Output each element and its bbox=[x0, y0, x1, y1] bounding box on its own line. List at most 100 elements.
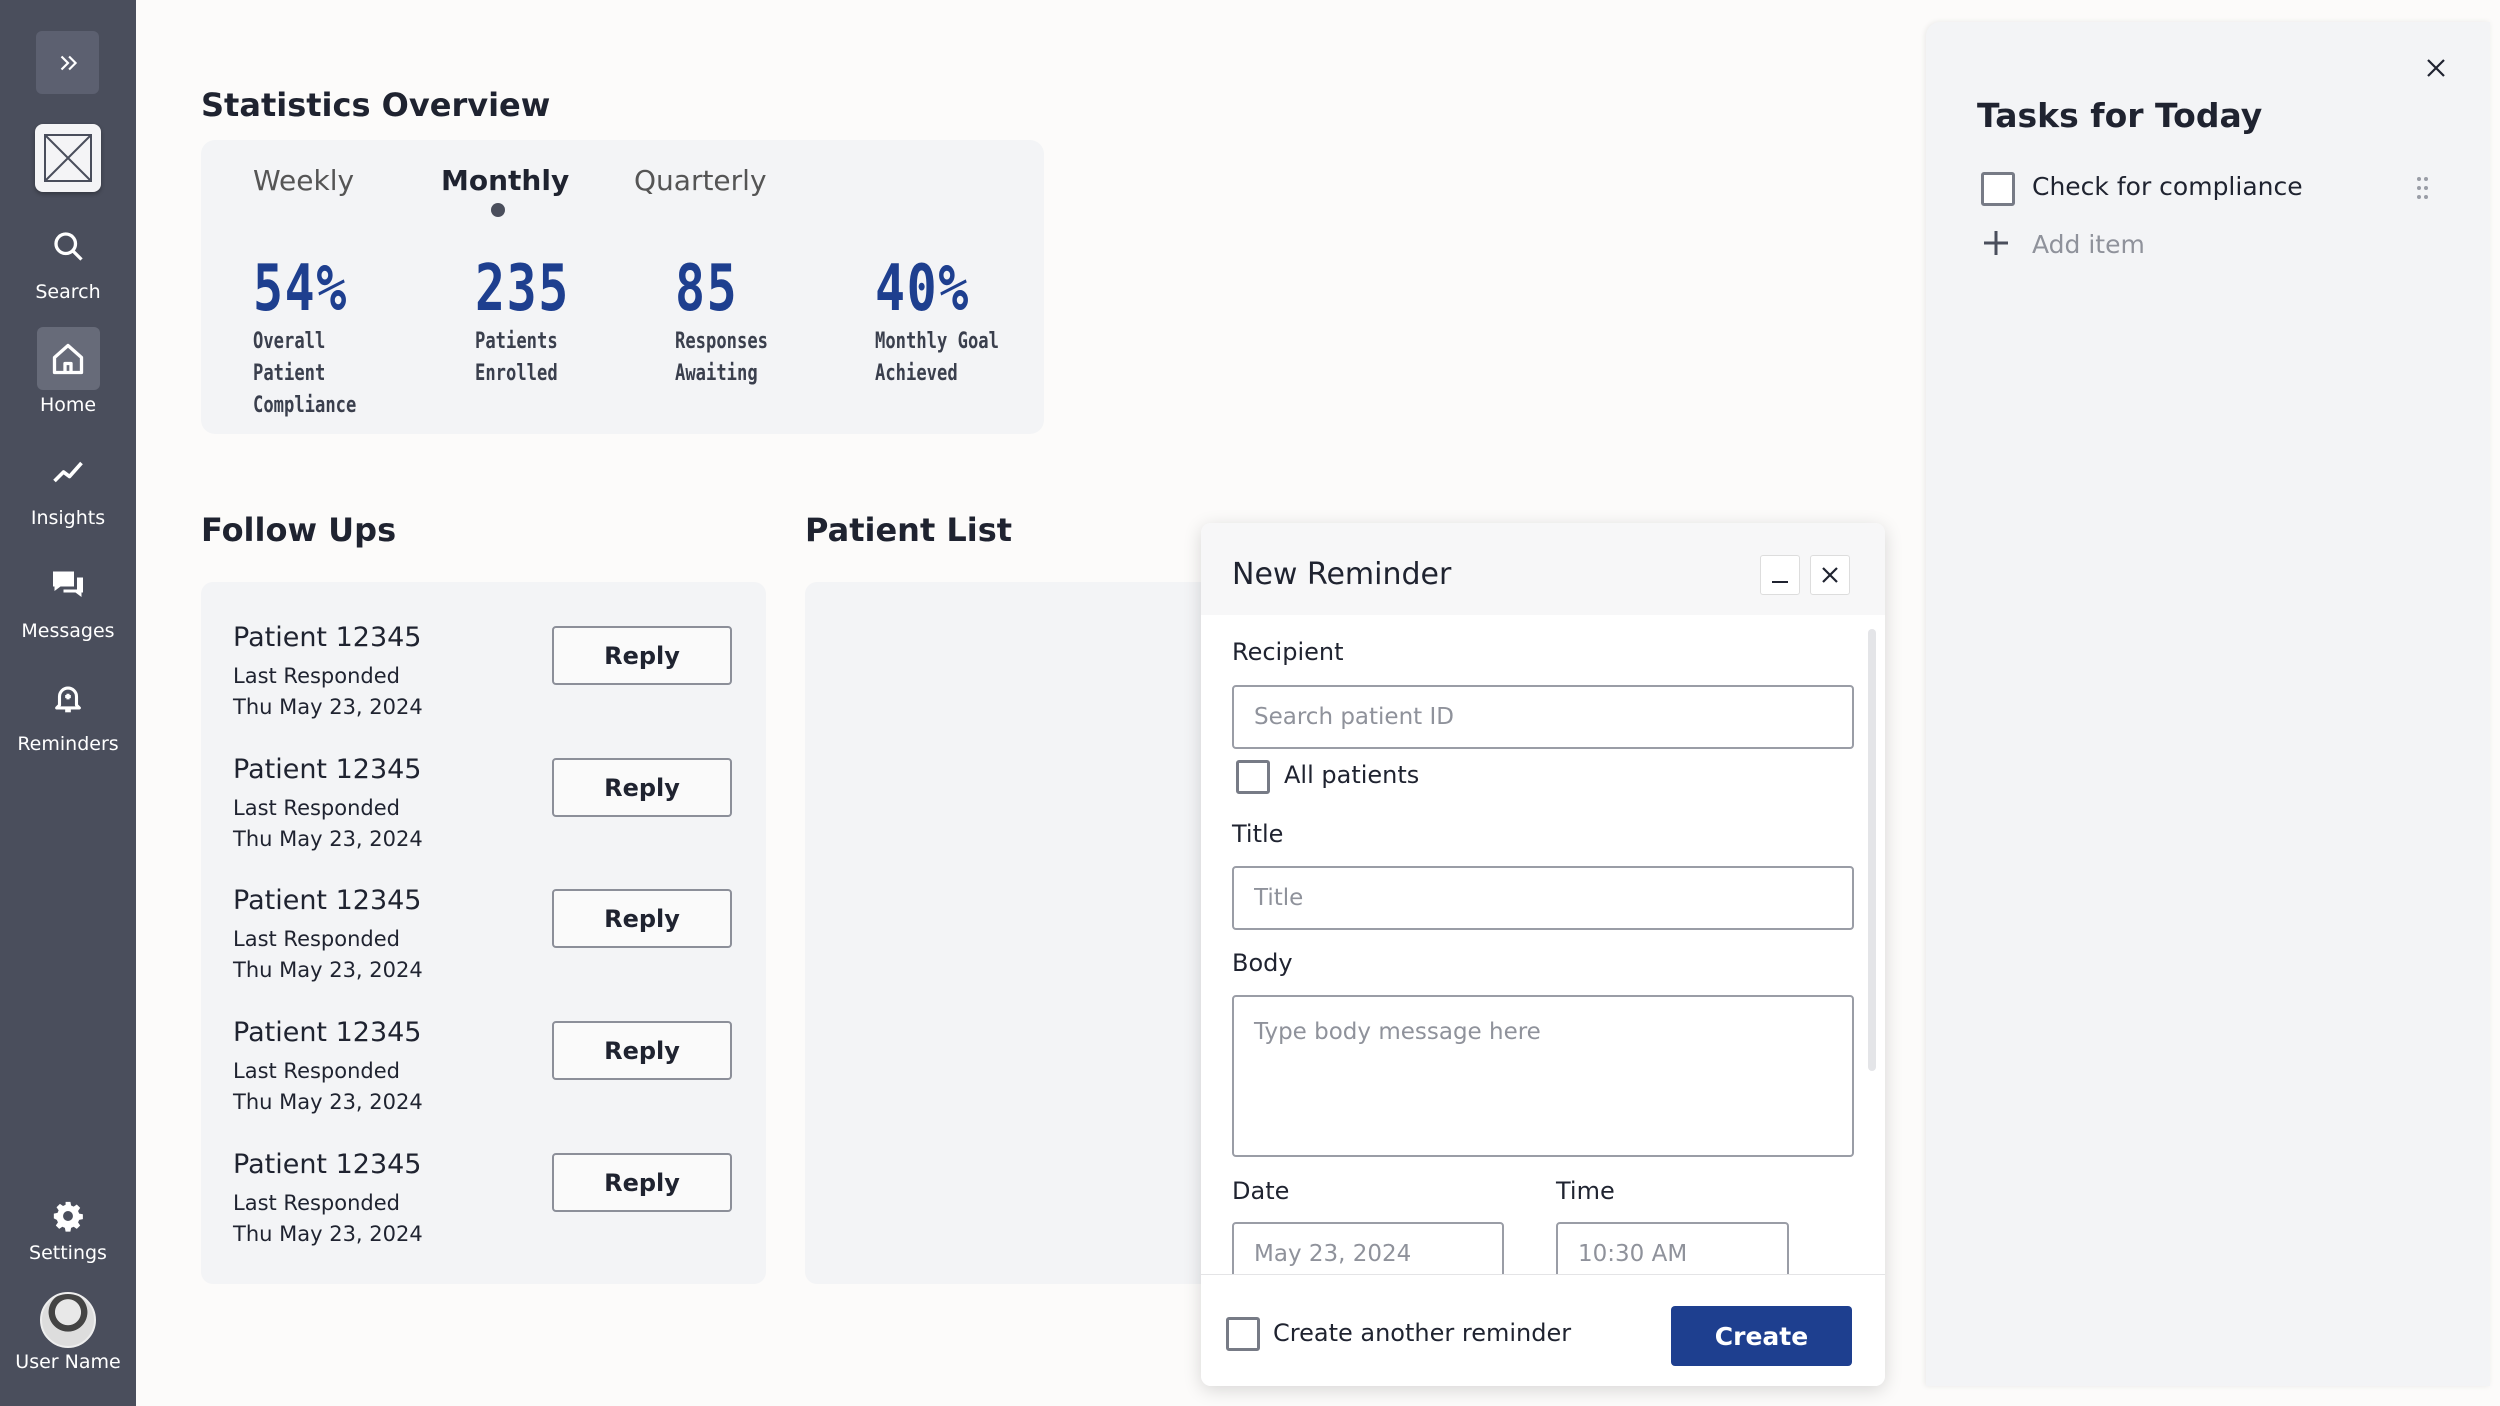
recipient-label: Recipient bbox=[1232, 638, 1344, 666]
close-icon bbox=[1822, 567, 1838, 583]
new-reminder-dialog: New Reminder Recipient All patients Titl… bbox=[1201, 523, 1885, 1386]
last-responded: Last Responded Thu May 23, 2024 bbox=[233, 664, 423, 719]
create-another-label: Create another reminder bbox=[1273, 1319, 1572, 1347]
stats-card: 54% Overall Patient Compliance 235 Patien… bbox=[201, 232, 1044, 434]
bell-icon bbox=[55, 686, 81, 712]
tab-weekly[interactable]: Weekly bbox=[253, 164, 355, 197]
app-logo[interactable] bbox=[35, 124, 101, 192]
tasks-panel: Tasks for Today Check for compliance Add… bbox=[1926, 22, 2490, 1386]
add-item-label: Add item bbox=[2032, 230, 2145, 259]
sidebar-item-label: Reminders bbox=[17, 733, 119, 755]
title-input[interactable] bbox=[1232, 866, 1854, 930]
active-tab-indicator bbox=[491, 203, 505, 217]
sidebar-item-label: Insights bbox=[30, 507, 106, 529]
home-icon bbox=[52, 343, 84, 374]
dialog-header: New Reminder bbox=[1201, 523, 1885, 615]
avatar[interactable] bbox=[40, 1292, 96, 1348]
close-dialog-button[interactable] bbox=[1810, 555, 1850, 595]
last-responded: Last Responded Thu May 23, 2024 bbox=[233, 927, 423, 982]
patient-list-title: Patient List bbox=[805, 511, 1013, 549]
dialog-title: New Reminder bbox=[1232, 557, 1452, 592]
sidebar-item-insights[interactable]: Insights bbox=[0, 440, 136, 529]
stat-value: 54% bbox=[253, 252, 348, 326]
user-name: User Name bbox=[15, 1351, 121, 1373]
sidebar-item-label: Messages bbox=[21, 620, 115, 642]
reply-button[interactable]: Reply bbox=[552, 1153, 732, 1212]
patient-name: Patient 12345 bbox=[233, 1149, 422, 1180]
dialog-scrollbar[interactable] bbox=[1868, 629, 1876, 1071]
patient-name: Patient 12345 bbox=[233, 754, 422, 785]
stat-label: Monthly Goal Achieved bbox=[875, 329, 999, 386]
stat-goal: 40% Monthly Goal Achieved bbox=[875, 252, 1055, 390]
stat-enrolled: 235 Patients Enrolled bbox=[475, 252, 655, 390]
sidebar-item-label: Search bbox=[35, 281, 101, 303]
reply-button[interactable]: Reply bbox=[552, 889, 732, 948]
task-label: Check for compliance bbox=[2032, 172, 2303, 201]
last-responded: Last Responded Thu May 23, 2024 bbox=[233, 1191, 423, 1246]
close-panel-button[interactable] bbox=[2422, 54, 2450, 82]
list-item: Patient 12345 Last Responded Thu May 23, … bbox=[233, 754, 743, 874]
patient-name: Patient 12345 bbox=[233, 885, 422, 916]
time-label: Time bbox=[1556, 1177, 1615, 1205]
patient-name: Patient 12345 bbox=[233, 622, 422, 653]
minimize-icon bbox=[1772, 581, 1788, 583]
body-label: Body bbox=[1232, 949, 1293, 977]
stat-value: 40% bbox=[875, 252, 970, 326]
tab-quarterly[interactable]: Quarterly bbox=[634, 164, 767, 197]
drag-handle-icon bbox=[2417, 177, 2428, 199]
patient-list bbox=[805, 582, 1205, 1284]
stats-title: Statistics Overview bbox=[201, 86, 551, 124]
all-patients-label: All patients bbox=[1284, 761, 1420, 789]
list-item: Patient 12345 Last Responded Thu May 23, … bbox=[233, 885, 743, 1005]
date-label: Date bbox=[1232, 1177, 1290, 1205]
stat-label: Patients Enrolled bbox=[475, 329, 558, 386]
list-item: Patient 12345 Last Responded Thu May 23, … bbox=[233, 622, 743, 742]
sidebar-item-label: Settings bbox=[29, 1242, 107, 1264]
search-icon bbox=[54, 231, 83, 261]
sidebar-item-messages[interactable]: Messages bbox=[0, 553, 136, 642]
dialog-footer: Create another reminder Create bbox=[1201, 1274, 1885, 1386]
stat-label: Overall Patient Compliance bbox=[253, 329, 357, 418]
reply-button[interactable]: Reply bbox=[552, 626, 732, 685]
stat-awaiting: 85 Responses Awaiting bbox=[675, 252, 855, 390]
reply-button[interactable]: Reply bbox=[552, 758, 732, 817]
follow-ups-title: Follow Ups bbox=[201, 511, 397, 549]
sidebar-item-reminders[interactable]: Reminders bbox=[0, 666, 136, 755]
title-label: Title bbox=[1232, 820, 1284, 848]
body-textarea[interactable] bbox=[1232, 995, 1854, 1157]
task-checkbox[interactable] bbox=[1981, 172, 2015, 206]
patient-name: Patient 12345 bbox=[233, 1017, 422, 1048]
list-item: Patient 12345 Last Responded Thu May 23, … bbox=[233, 1017, 743, 1137]
expand-sidebar-button[interactable] bbox=[36, 31, 99, 94]
image-placeholder-icon bbox=[44, 134, 92, 182]
last-responded: Last Responded Thu May 23, 2024 bbox=[233, 1059, 423, 1114]
stat-label: Responses Awaiting bbox=[675, 329, 768, 386]
sidebar-item-label: Home bbox=[39, 394, 97, 416]
sidebar-item-home[interactable]: Home bbox=[0, 327, 136, 416]
chevrons-right-icon bbox=[60, 55, 77, 70]
sidebar-item-search[interactable]: Search bbox=[0, 214, 136, 303]
close-icon bbox=[2427, 59, 2445, 77]
list-item: Patient 12345 Last Responded Thu May 23, … bbox=[233, 1149, 743, 1269]
stat-value: 85 bbox=[675, 252, 739, 326]
tab-monthly[interactable]: Monthly bbox=[441, 164, 570, 197]
create-another-checkbox[interactable] bbox=[1226, 1317, 1260, 1351]
add-item-button[interactable] bbox=[1981, 228, 2281, 262]
all-patients-checkbox[interactable] bbox=[1236, 760, 1270, 794]
recipient-search-input[interactable] bbox=[1232, 685, 1854, 749]
minimize-button[interactable] bbox=[1760, 555, 1800, 595]
chat-bubbles-icon bbox=[53, 571, 83, 597]
follow-ups-list: Patient 12345 Last Responded Thu May 23, … bbox=[201, 582, 766, 1284]
last-responded: Last Responded Thu May 23, 2024 bbox=[233, 796, 423, 851]
stats-tabs: Weekly Monthly Quarterly bbox=[201, 140, 1044, 232]
stat-value: 235 bbox=[475, 252, 570, 326]
trend-line-icon bbox=[53, 461, 83, 482]
tasks-title: Tasks for Today bbox=[1977, 96, 2263, 135]
sidebar-item-settings[interactable]: Settings bbox=[0, 1194, 136, 1264]
reply-button[interactable]: Reply bbox=[552, 1021, 732, 1080]
gear-icon bbox=[53, 1201, 83, 1232]
drag-handle[interactable] bbox=[2416, 176, 2430, 204]
stat-compliance: 54% Overall Patient Compliance bbox=[253, 252, 433, 422]
sidebar: Search Home Insights Messages Reminders … bbox=[0, 0, 136, 1406]
create-button[interactable]: Create bbox=[1671, 1306, 1852, 1366]
